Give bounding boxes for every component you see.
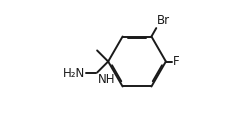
Text: F: F	[173, 55, 180, 68]
Text: H₂N: H₂N	[63, 67, 85, 80]
Text: Br: Br	[157, 15, 170, 28]
Text: NH: NH	[98, 73, 115, 86]
